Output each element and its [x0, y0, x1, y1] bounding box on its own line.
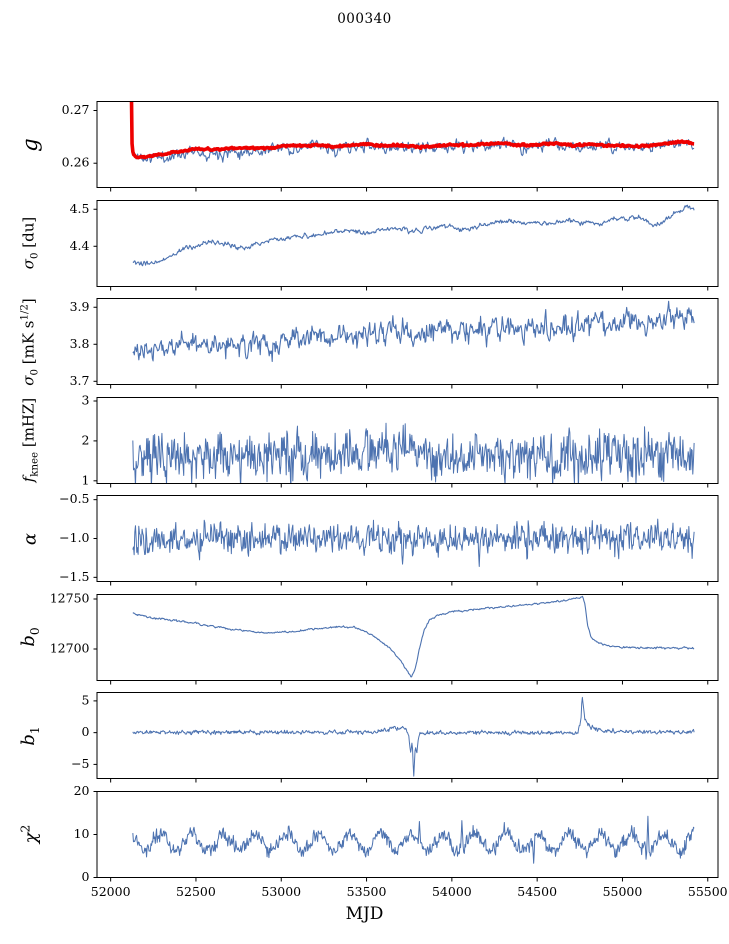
sigma0-mk-axes-frame [96, 298, 719, 385]
g-plot-area: 0.27 0.26 [62, 101, 719, 192]
x-axis-label: MJD [345, 903, 384, 924]
y-tick-label: 3.8 [70, 336, 90, 351]
y-tick-label: 2 [82, 432, 90, 447]
sigma0-du-plot-area: 4.5 4.4 [70, 199, 719, 290]
series-b1 [132, 696, 695, 777]
g-axes-frame [96, 101, 719, 188]
alpha-ylabel: α [19, 532, 41, 545]
x-axis-tick-labels: 52000 52500 53000 53500 54000 54500 55000 55500 [0, 884, 729, 904]
series-alpha [132, 518, 695, 567]
series-b0 [132, 595, 695, 677]
panel-sigma0-mk: 3.9 3.8 3.7 σ0 [mK s1/2] [0, 297, 729, 389]
x-tick-label: 54500 [517, 883, 558, 899]
y-tick-label: 4.5 [70, 200, 90, 215]
y-tick-label: 0.26 [62, 155, 90, 170]
y-tick-label: 0.27 [62, 102, 90, 117]
b0-plot-area: 12750 12700 [50, 590, 719, 684]
chi2-ylabel: χ2 [18, 824, 42, 844]
panel-b1: 5 0 −5 b1 [0, 692, 729, 783]
panel-chi2: 20 10 0 χ2 [0, 783, 729, 884]
y-tick-label: 20 [74, 783, 90, 798]
series-sigma0-mk [132, 300, 695, 363]
y-tick-label: −5 [71, 756, 89, 771]
panel-alpha: −0.5 −1.0 −1.5 α [0, 491, 729, 586]
b1-axes-frame [96, 692, 719, 779]
y-tick-label: 0 [82, 724, 90, 739]
y-tick-label: −0.5 [59, 491, 89, 506]
b0-axes-frame [96, 593, 719, 681]
sigma0-mk-ylabel: σ0 [mK s1/2] [19, 297, 41, 386]
sigma0-du-ylabel: σ0 [du] [19, 216, 41, 270]
b1-plot-area: 5 0 −5 [71, 692, 719, 783]
panel-g: 0.27 0.26 g [0, 101, 729, 192]
sigma0-du-axes-frame [96, 199, 719, 287]
panel-fknee: 3 2 1 fknee [mHZ] [0, 392, 729, 487]
y-tick-label: 5 [82, 692, 90, 707]
b0-ylabel: b0 [18, 627, 42, 647]
sigma0-mk-plot-area: 3.9 3.8 3.7 [70, 298, 719, 389]
y-tick-label: 3.9 [70, 299, 90, 314]
x-tick-label: 52000 [90, 883, 131, 899]
fknee-ylabel: fknee [mHZ] [19, 397, 41, 483]
x-tick-label: 52500 [176, 883, 216, 899]
panel-sigma0-du: 4.5 4.4 σ0 [du] [0, 199, 729, 290]
series-sigma0-du [132, 204, 695, 266]
y-tick-label: −1.0 [59, 530, 89, 545]
series-chi2 [132, 815, 695, 864]
alpha-plot-area: −0.5 −1.0 −1.5 [59, 491, 719, 586]
y-tick-label: 10 [74, 826, 90, 841]
x-tick-label: 53000 [261, 883, 302, 899]
series-g-smoothed [129, 101, 696, 160]
y-tick-label: −1.5 [59, 569, 89, 584]
chi2-axes-frame [96, 790, 719, 878]
series-fknee [132, 422, 695, 484]
panel-b0: 12750 12700 b0 [0, 590, 729, 684]
figure-title: 000340 [337, 11, 392, 27]
x-tick-label: 54000 [431, 883, 472, 899]
x-tick-label: 55000 [602, 883, 643, 899]
y-tick-label: 0 [82, 869, 90, 884]
y-tick-label: 3 [82, 392, 90, 407]
y-tick-label: 12700 [50, 640, 90, 655]
y-tick-label: 3.7 [70, 373, 90, 388]
chi2-plot-area: 20 10 0 [74, 783, 719, 884]
y-tick-label: 12750 [50, 590, 90, 605]
b1-ylabel: b1 [18, 725, 42, 746]
g-ylabel: g [18, 137, 42, 152]
y-tick-label: 4.4 [70, 237, 90, 252]
x-tick-label: 53500 [346, 883, 387, 899]
x-tick-label: 55500 [687, 883, 728, 899]
fknee-plot-area: 3 2 1 [82, 392, 719, 487]
y-tick-label: 1 [82, 472, 90, 487]
